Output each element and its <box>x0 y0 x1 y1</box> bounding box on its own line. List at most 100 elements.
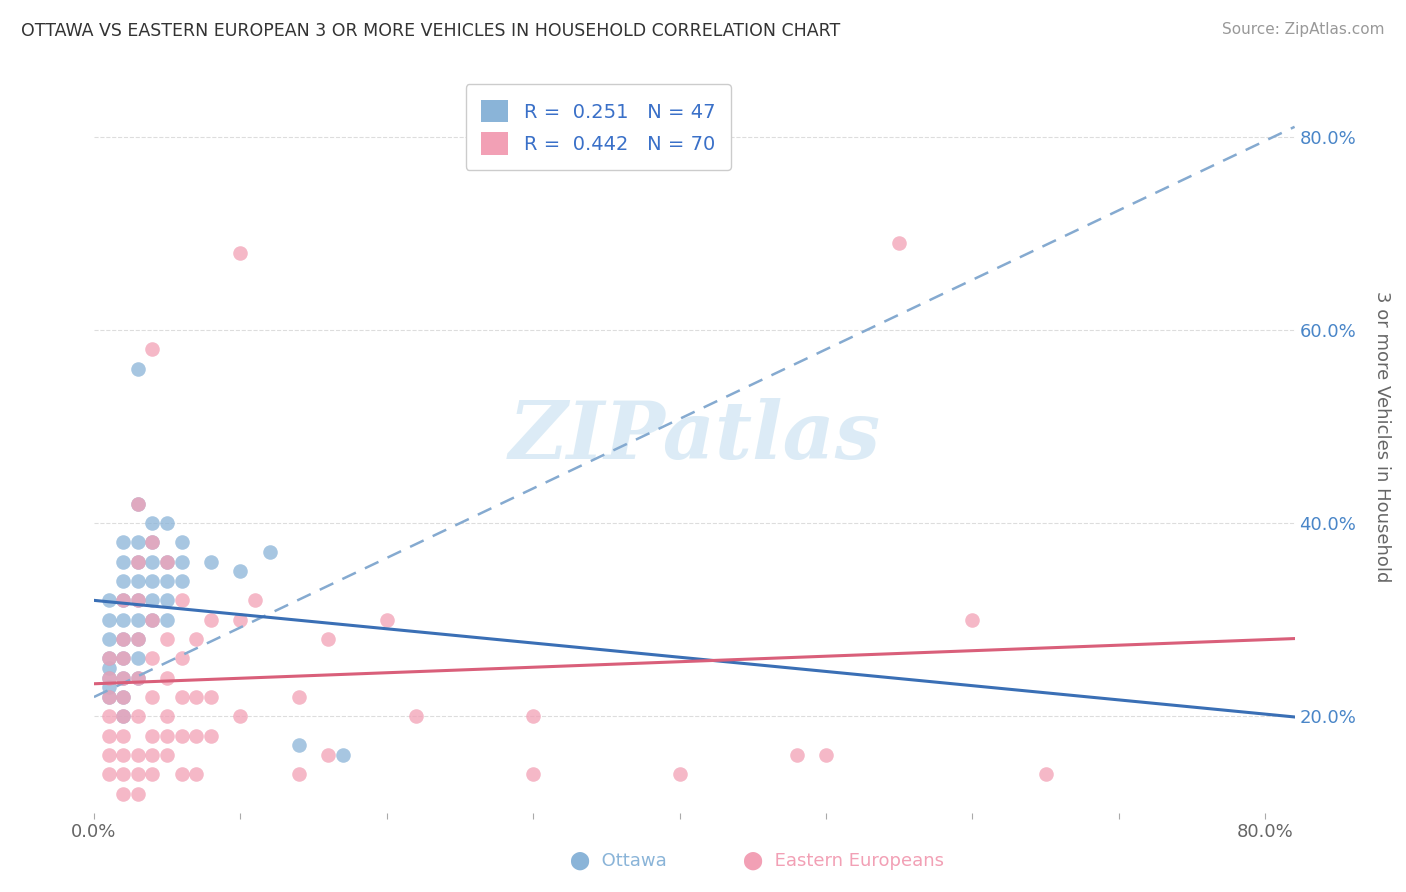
Point <box>156 574 179 588</box>
Point <box>112 651 135 665</box>
Point <box>112 671 135 685</box>
Point <box>112 671 135 685</box>
Point <box>141 729 163 743</box>
Point <box>522 709 544 723</box>
Point <box>229 565 252 579</box>
Point <box>200 690 222 704</box>
Point <box>127 497 149 511</box>
Point <box>112 632 135 646</box>
Point <box>112 593 135 607</box>
Point <box>186 690 208 704</box>
Point <box>200 555 222 569</box>
Point <box>97 747 120 762</box>
Text: Source: ZipAtlas.com: Source: ZipAtlas.com <box>1222 22 1385 37</box>
Point <box>127 555 149 569</box>
Point <box>156 747 179 762</box>
Point <box>141 690 163 704</box>
Point <box>127 671 149 685</box>
Point <box>786 747 808 762</box>
Point <box>127 709 149 723</box>
Point <box>141 555 163 569</box>
Point <box>97 690 120 704</box>
Point <box>127 555 149 569</box>
Point <box>288 767 311 781</box>
Point <box>141 613 163 627</box>
Point <box>112 690 135 704</box>
Point <box>170 535 193 549</box>
Text: ⬤  Ottawa: ⬤ Ottawa <box>571 851 666 870</box>
Point <box>141 535 163 549</box>
Point <box>332 747 354 762</box>
Point <box>97 709 120 723</box>
Point <box>127 574 149 588</box>
Point <box>97 593 120 607</box>
Point <box>156 671 179 685</box>
Point <box>112 613 135 627</box>
Point <box>156 729 179 743</box>
Point <box>316 632 339 646</box>
Point <box>127 747 149 762</box>
Point <box>141 574 163 588</box>
Point <box>141 343 163 357</box>
Point <box>815 747 838 762</box>
Point <box>97 729 120 743</box>
Point <box>97 690 120 704</box>
Point <box>288 739 311 753</box>
Point <box>141 593 163 607</box>
Point <box>112 709 135 723</box>
Text: ⬤  Eastern Europeans: ⬤ Eastern Europeans <box>744 851 943 870</box>
Point <box>229 709 252 723</box>
Point <box>668 767 690 781</box>
Point <box>112 729 135 743</box>
Point <box>97 661 120 675</box>
Point <box>170 555 193 569</box>
Point <box>156 613 179 627</box>
Point <box>141 651 163 665</box>
Point <box>259 545 281 559</box>
Point <box>229 613 252 627</box>
Point <box>156 632 179 646</box>
Point <box>170 767 193 781</box>
Point <box>97 671 120 685</box>
Text: OTTAWA VS EASTERN EUROPEAN 3 OR MORE VEHICLES IN HOUSEHOLD CORRELATION CHART: OTTAWA VS EASTERN EUROPEAN 3 OR MORE VEH… <box>21 22 841 40</box>
Legend: R =  0.251   N = 47, R =  0.442   N = 70: R = 0.251 N = 47, R = 0.442 N = 70 <box>465 85 731 170</box>
Point <box>127 593 149 607</box>
Point <box>127 497 149 511</box>
Point <box>112 555 135 569</box>
Point <box>112 787 135 801</box>
Point <box>127 535 149 549</box>
Point <box>405 709 427 723</box>
Point <box>156 555 179 569</box>
Point <box>112 535 135 549</box>
Point <box>141 613 163 627</box>
Point <box>141 747 163 762</box>
Point <box>186 632 208 646</box>
Point <box>112 767 135 781</box>
Point <box>112 632 135 646</box>
Point <box>97 767 120 781</box>
Point <box>127 613 149 627</box>
Point <box>127 632 149 646</box>
Point <box>186 729 208 743</box>
Point <box>112 690 135 704</box>
Point <box>127 632 149 646</box>
Point <box>112 574 135 588</box>
Point <box>170 690 193 704</box>
Point <box>127 593 149 607</box>
Point <box>186 767 208 781</box>
Point <box>156 593 179 607</box>
Point <box>127 651 149 665</box>
Point <box>229 245 252 260</box>
Point <box>200 613 222 627</box>
Point <box>170 651 193 665</box>
Point <box>156 709 179 723</box>
Point <box>141 767 163 781</box>
Point <box>97 671 120 685</box>
Point <box>522 767 544 781</box>
Point <box>170 729 193 743</box>
Point <box>141 535 163 549</box>
Point <box>127 787 149 801</box>
Point <box>112 651 135 665</box>
Point <box>243 593 266 607</box>
Point <box>156 516 179 531</box>
